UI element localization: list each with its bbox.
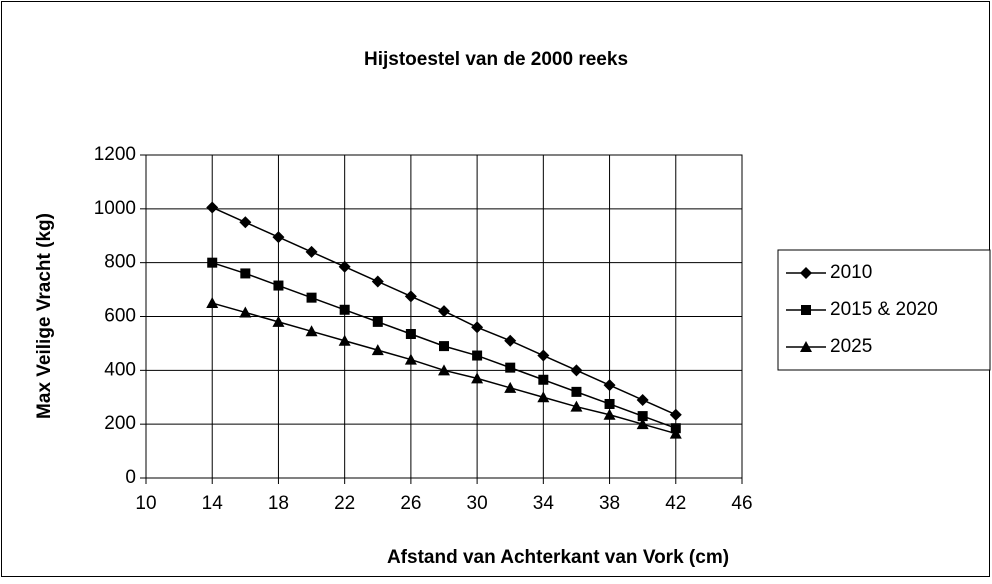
marker xyxy=(471,321,484,334)
marker xyxy=(801,305,811,315)
marker xyxy=(604,398,615,409)
marker xyxy=(504,334,517,347)
marker xyxy=(636,393,649,406)
y-tick-label: 600 xyxy=(104,306,136,327)
x-tick-label: 22 xyxy=(334,493,355,514)
y-tick-label: 0 xyxy=(125,467,136,488)
y-tick-label: 1000 xyxy=(94,198,136,219)
legend-label: 2025 xyxy=(830,336,872,357)
marker xyxy=(800,341,812,352)
marker xyxy=(404,353,417,365)
x-tick-label: 42 xyxy=(665,493,686,514)
legend-label: 2010 xyxy=(830,262,872,283)
y-tick-label: 200 xyxy=(104,413,136,434)
marker xyxy=(273,280,284,291)
plot-area xyxy=(145,154,743,479)
y-tick-label: 800 xyxy=(104,252,136,273)
marker xyxy=(570,364,583,377)
marker xyxy=(405,328,416,339)
marker xyxy=(371,275,384,288)
chart-title: Hijstoestel van de 2000 reeks xyxy=(364,49,628,70)
x-tick-label: 30 xyxy=(467,493,488,514)
marker xyxy=(669,427,682,439)
marker xyxy=(636,418,649,430)
x-tick-label: 26 xyxy=(400,493,421,514)
marker xyxy=(305,245,318,258)
marker xyxy=(603,379,616,392)
x-tick-label: 10 xyxy=(135,493,156,514)
y-tick-label: 1200 xyxy=(94,144,136,165)
marker xyxy=(505,362,516,373)
marker xyxy=(570,400,583,412)
marker xyxy=(471,372,484,384)
marker xyxy=(537,391,550,403)
x-tick-label: 46 xyxy=(731,493,752,514)
marker xyxy=(669,408,682,421)
marker xyxy=(537,349,550,362)
marker xyxy=(504,381,517,393)
x-axis-title: Afstand van Achterkant van Vork (cm) xyxy=(387,547,729,568)
marker xyxy=(339,304,350,315)
x-tick-label: 38 xyxy=(599,493,620,514)
x-tick-label: 34 xyxy=(533,493,555,514)
marker xyxy=(206,297,219,309)
marker xyxy=(371,344,384,356)
marker xyxy=(538,374,549,385)
marker xyxy=(438,364,450,376)
y-axis-title: Max Veilige Vracht (kg) xyxy=(34,213,55,419)
marker xyxy=(207,257,218,268)
marker xyxy=(206,201,219,214)
marker xyxy=(800,267,812,279)
marker xyxy=(571,386,582,397)
marker xyxy=(272,315,285,327)
marker xyxy=(338,334,351,346)
x-tick-label: 18 xyxy=(268,493,289,514)
marker xyxy=(239,216,252,229)
marker xyxy=(305,325,318,337)
marker xyxy=(272,231,285,244)
marker xyxy=(372,316,383,327)
marker xyxy=(240,268,251,279)
marker xyxy=(404,290,417,303)
marker xyxy=(338,260,351,273)
x-tick-label: 14 xyxy=(202,493,224,514)
marker xyxy=(438,305,450,318)
marker xyxy=(239,306,252,318)
marker xyxy=(306,292,317,303)
marker xyxy=(472,350,483,361)
marker xyxy=(439,341,449,352)
y-tick-label: 400 xyxy=(104,359,136,380)
marker xyxy=(603,408,616,420)
legend-label: 2015 & 2020 xyxy=(830,299,938,320)
marker xyxy=(637,411,648,422)
